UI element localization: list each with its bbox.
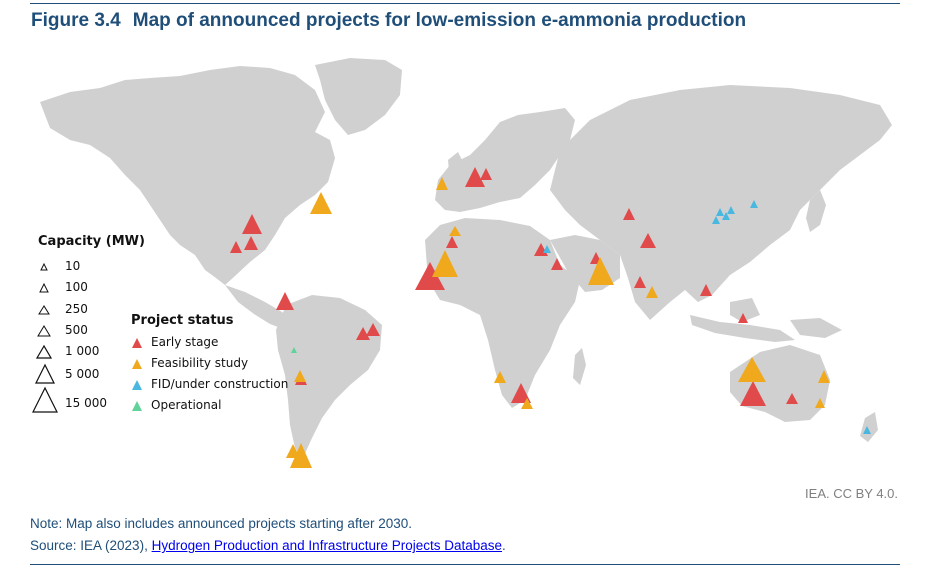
- marker-early-stage: [740, 381, 766, 406]
- land-new-guinea: [790, 318, 842, 338]
- marker-early-stage: [700, 284, 712, 296]
- marker-feasibility-study: [286, 444, 300, 458]
- status-legend-title: Project status: [131, 313, 234, 328]
- capacity-triangle-icon: [40, 262, 48, 271]
- figure-source: Source: IEA (2023), Hydrogen Production …: [30, 538, 506, 553]
- capacity-triangle-icon: [36, 344, 52, 359]
- marker-fid-under-construction: [712, 216, 720, 224]
- marker-feasibility-study: [432, 250, 458, 277]
- license-credit: IEA. CC BY 4.0.: [805, 486, 898, 501]
- marker-early-stage: [242, 214, 262, 234]
- land-borneo: [730, 298, 760, 322]
- capacity-triangle-icon: [35, 363, 55, 384]
- marker-fid-under-construction: [727, 206, 735, 214]
- land-africa: [425, 218, 580, 408]
- marker-fid-under-construction: [722, 212, 730, 220]
- source-database-link[interactable]: Hydrogen Production and Infrastructure P…: [151, 538, 503, 553]
- land-south-america: [276, 295, 382, 460]
- marker-early-stage: [244, 236, 258, 250]
- marker-early-stage: [230, 241, 242, 253]
- marker-feasibility-study: [815, 398, 825, 408]
- land-new-zealand: [860, 412, 878, 442]
- marker-feasibility-study: [588, 257, 614, 285]
- land-japan: [806, 190, 826, 232]
- marker-early-stage: [276, 292, 294, 310]
- marker-early-stage: [640, 233, 656, 248]
- capacity-triangle-icon: [39, 282, 49, 293]
- land-greenland: [315, 58, 402, 135]
- marker-early-stage: [415, 262, 445, 290]
- status-legend-item: Operational: [131, 398, 221, 412]
- marker-early-stage: [480, 168, 492, 180]
- marker-early-stage: [511, 383, 531, 403]
- figure-number: Figure 3.4: [31, 10, 121, 31]
- early-stage-triangle-icon: [132, 337, 142, 348]
- marker-early-stage: [356, 327, 370, 340]
- land-asia: [550, 85, 892, 320]
- marker-feasibility-study: [310, 192, 332, 214]
- capacity-legend-title: Capacity (MW): [38, 234, 145, 249]
- land-madagascar: [573, 348, 586, 385]
- marker-early-stage: [465, 167, 485, 187]
- marker-feasibility-study: [494, 371, 506, 383]
- feasibility-study-triangle-icon: [132, 358, 142, 369]
- operational-triangle-icon: [132, 400, 142, 411]
- fid-under-construction-triangle-icon: [132, 379, 142, 390]
- marker-feasibility-study: [646, 286, 658, 298]
- land-uk: [448, 152, 464, 182]
- status-legend-item: Early stage: [131, 335, 218, 349]
- world-map: [40, 58, 892, 468]
- marker-early-stage: [366, 323, 380, 336]
- project-markers: [230, 167, 871, 468]
- bottom-rule: [30, 564, 900, 565]
- marker-early-stage: [446, 236, 458, 248]
- top-rule: [30, 3, 900, 4]
- marker-feasibility-study: [436, 177, 448, 190]
- marker-fid-under-construction: [543, 245, 551, 253]
- figure-title: Figure 3.4 Map of announced projects for …: [31, 10, 746, 32]
- marker-feasibility-study: [290, 443, 312, 468]
- marker-early-stage: [786, 393, 798, 404]
- figure-title-text: Map of announced projects for low-emissi…: [132, 10, 747, 31]
- land-masses: [40, 58, 892, 460]
- marker-operational: [291, 347, 297, 353]
- capacity-triangle-icon: [38, 305, 50, 315]
- marker-feasibility-study: [449, 226, 461, 236]
- marker-fid-under-construction: [863, 426, 871, 434]
- marker-fid-under-construction: [750, 200, 758, 208]
- land-australia: [730, 345, 830, 422]
- status-legend-item: FID/under construction: [131, 377, 288, 391]
- land-central-america: [225, 285, 292, 330]
- marker-feasibility-study: [294, 370, 306, 382]
- land-north-america: [40, 66, 335, 285]
- marker-feasibility-study: [818, 370, 830, 383]
- marker-early-stage: [623, 208, 635, 220]
- marker-early-stage: [634, 276, 646, 288]
- status-legend-item: Feasibility study: [131, 356, 248, 370]
- marker-feasibility-study: [521, 398, 533, 409]
- land-indonesia: [690, 315, 795, 342]
- capacity-triangle-icon: [32, 386, 58, 413]
- capacity-triangle-icon: [37, 325, 51, 337]
- marker-early-stage: [551, 258, 563, 270]
- marker-fid-under-construction: [716, 208, 724, 216]
- figure-note: Note: Map also includes announced projec…: [30, 516, 412, 531]
- marker-feasibility-study: [738, 357, 766, 382]
- marker-early-stage: [738, 313, 748, 323]
